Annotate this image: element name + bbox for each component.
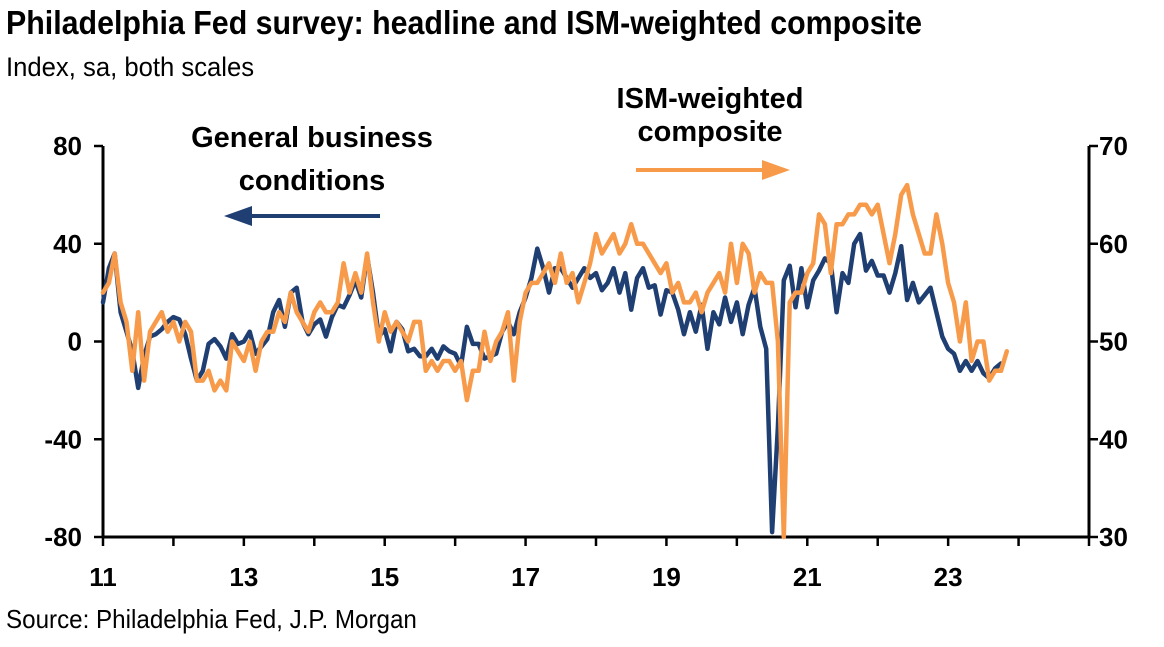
left-tick-label: 40 [53,229,82,259]
left-tick-label: 0 [68,327,82,357]
chart-source: Source: Philadelphia Fed, J.P. Morgan [6,604,417,634]
series-ism-composite-line [100,182,1010,540]
left-tick-label: -80 [44,522,82,552]
x-tick-label: 13 [229,562,258,592]
right-tick-label: 50 [1099,327,1128,357]
x-tick-label: 17 [511,562,540,592]
annotation-ism-text: ISM-weighted [617,83,804,115]
right-tick-label: 40 [1099,424,1128,454]
annotation-general-arrowhead [224,206,252,226]
x-tick-label: 19 [652,562,681,592]
annotation-ism-arrowhead [762,160,790,180]
x-tick-label: 11 [89,562,117,592]
left-tick-label: -40 [44,424,82,454]
right-tick-label: 30 [1099,522,1128,552]
annotations: General business conditions ISM-weightedco… [191,83,803,226]
x-tick-label: 23 [934,562,963,592]
x-tick-label: 21 [793,562,822,592]
chart-title: Philadelphia Fed survey: headline and IS… [6,4,923,41]
axes [94,144,1098,546]
tick-labels: -80 -40 0 40 80 30 40 50 60 70 11 13 15 17 19 21 23 [44,131,1128,592]
series-lines [100,182,1010,540]
left-tick-label: 80 [53,131,82,161]
chart-subtitle: Index, sa, both scales [6,52,255,82]
annotation-general-text: General business [191,122,433,154]
annotation-ism-text: composite [637,116,782,148]
annotation-general-text: conditions [239,165,386,197]
right-tick-label: 60 [1099,229,1128,259]
right-tick-label: 70 [1099,131,1128,161]
x-tick-label: 15 [370,562,399,592]
